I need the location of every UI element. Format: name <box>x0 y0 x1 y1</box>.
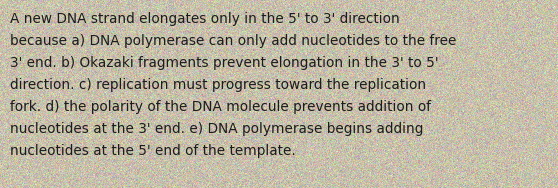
Text: 3' end. b) Okazaki fragments prevent elongation in the 3' to 5': 3' end. b) Okazaki fragments prevent elo… <box>10 56 439 70</box>
Text: A new DNA strand elongates only in the 5' to 3' direction: A new DNA strand elongates only in the 5… <box>10 12 400 26</box>
Text: nucleotides at the 3' end. e) DNA polymerase begins adding: nucleotides at the 3' end. e) DNA polyme… <box>10 122 424 136</box>
Text: nucleotides at the 5' end of the template.: nucleotides at the 5' end of the templat… <box>10 144 296 158</box>
Text: direction. c) replication must progress toward the replication: direction. c) replication must progress … <box>10 78 426 92</box>
Text: fork. d) the polarity of the DNA molecule prevents addition of: fork. d) the polarity of the DNA molecul… <box>10 100 431 114</box>
Text: because a) DNA polymerase can only add nucleotides to the free: because a) DNA polymerase can only add n… <box>10 34 456 48</box>
